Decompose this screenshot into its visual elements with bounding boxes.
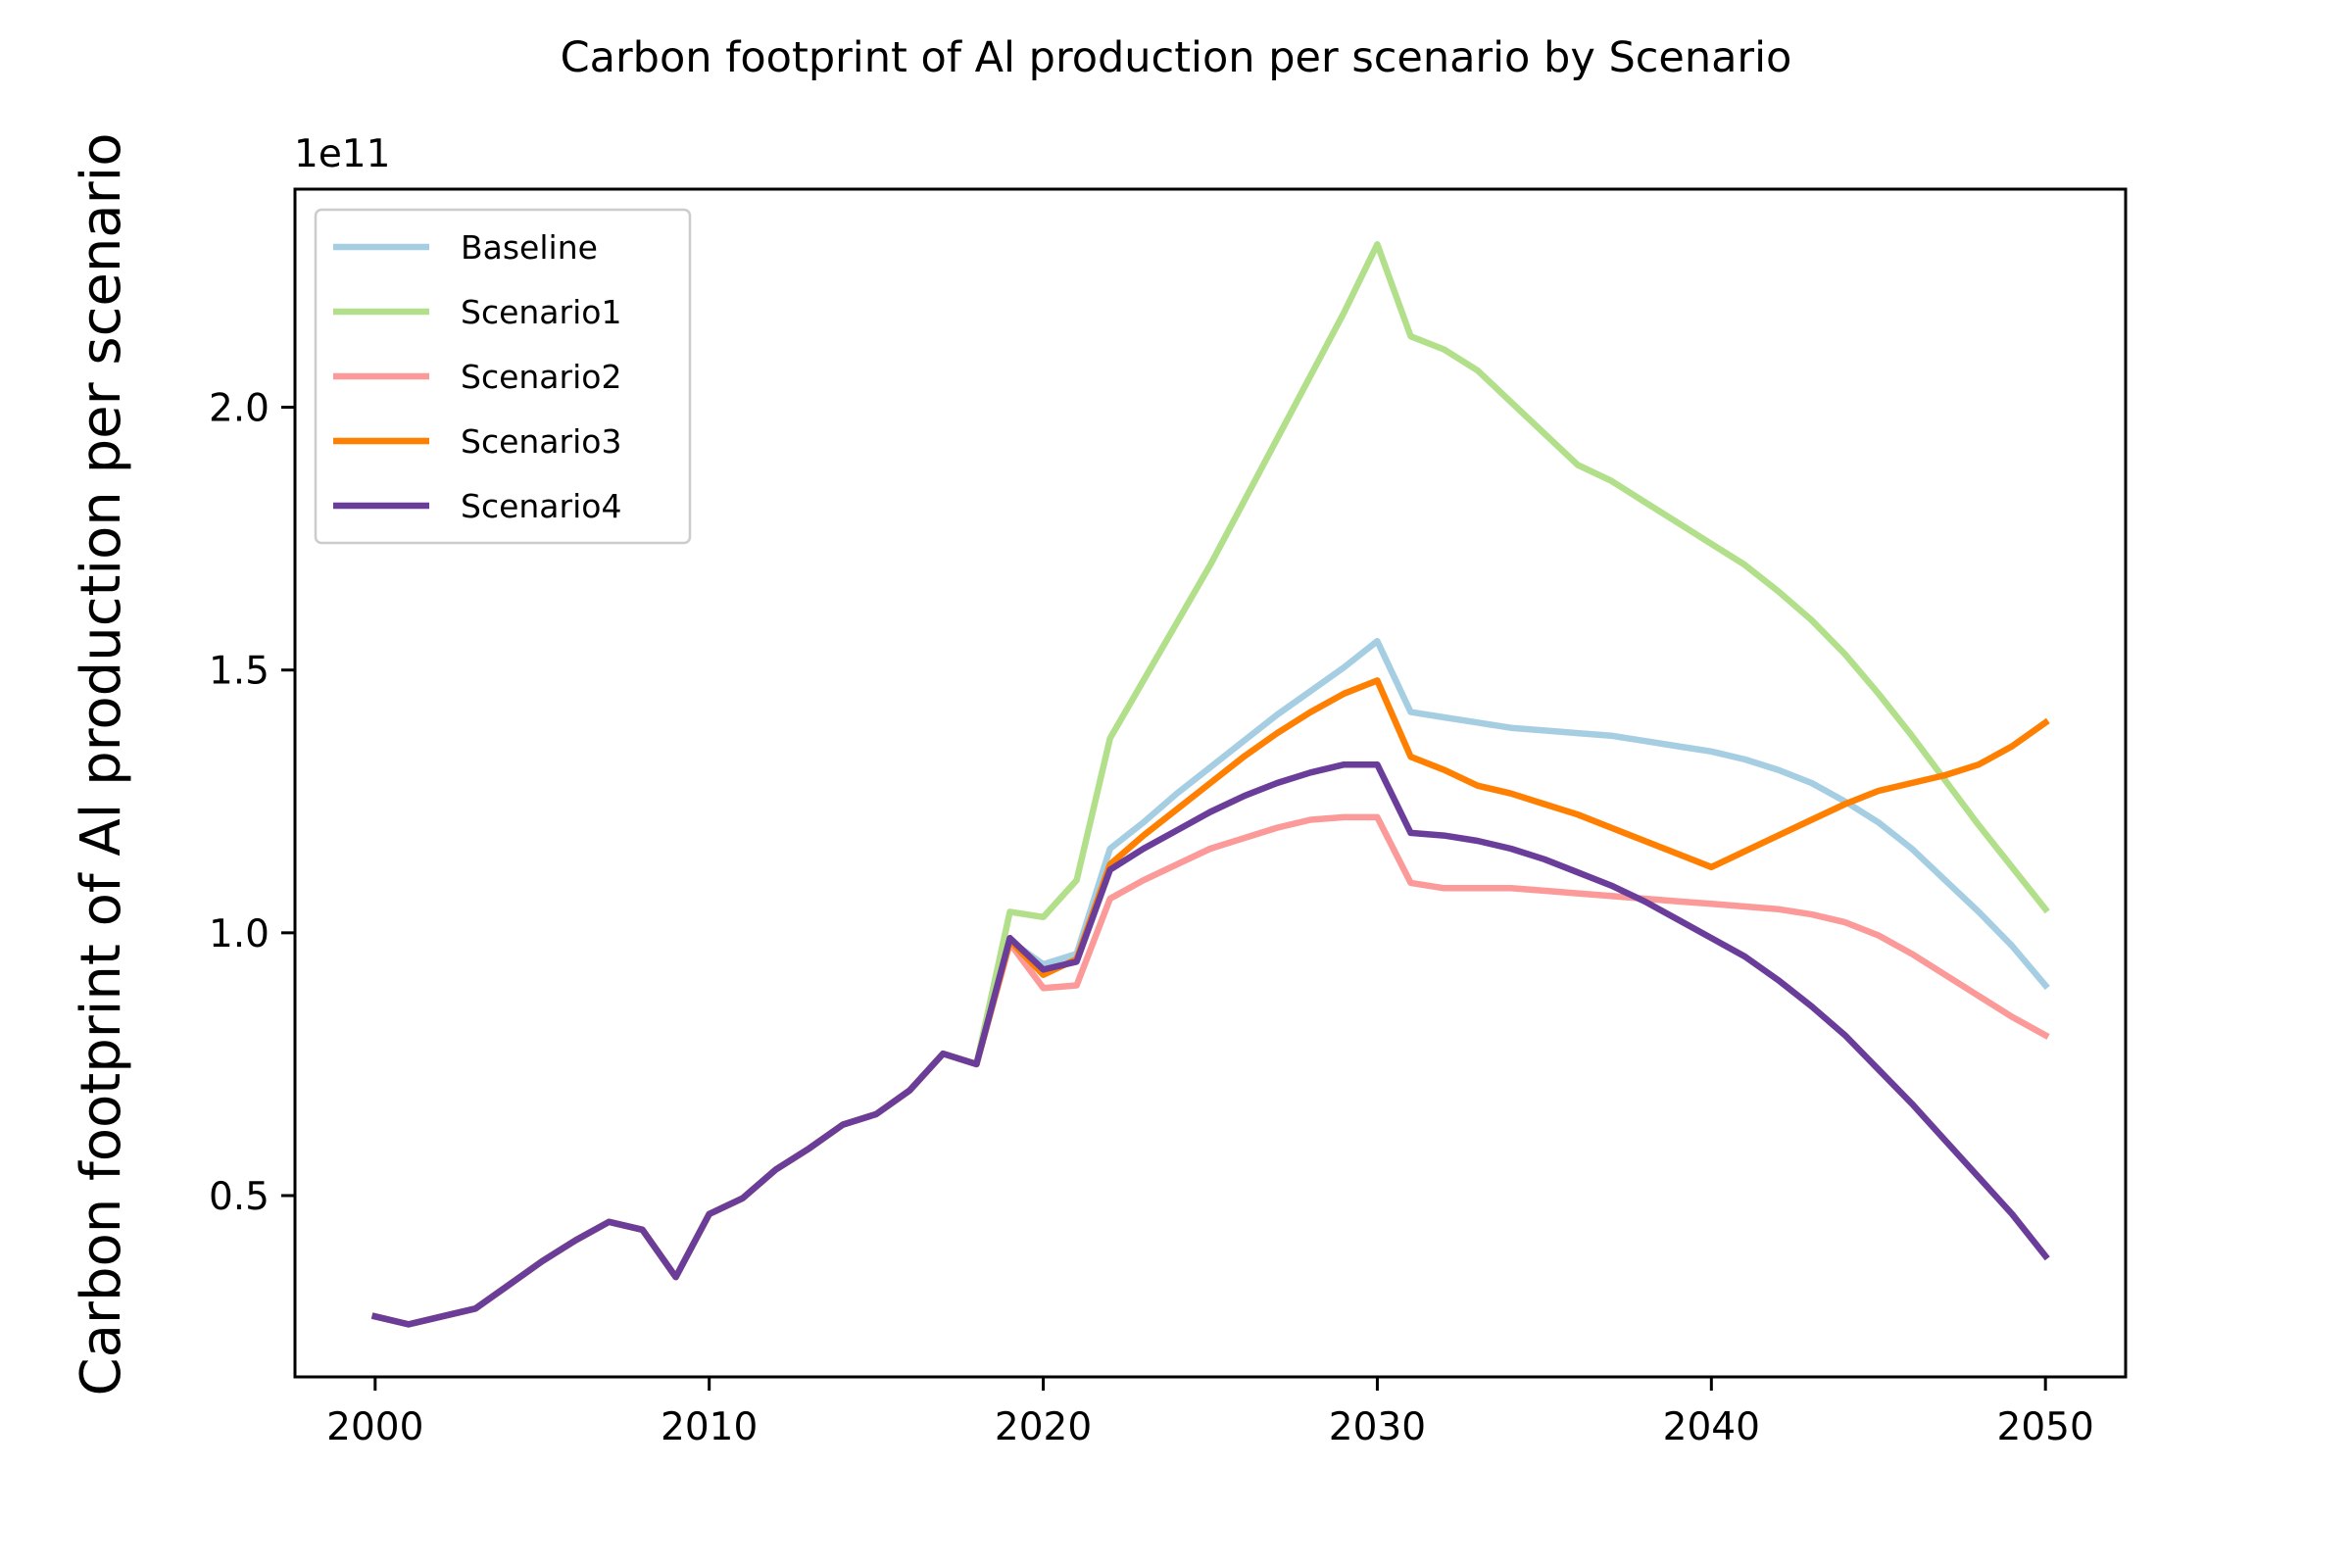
legend-label: Scenario1 xyxy=(461,293,621,331)
x-tick-label: 2000 xyxy=(326,1405,423,1449)
y-axis-offset-label: 1e11 xyxy=(294,132,390,176)
legend-entry: Scenario1 xyxy=(333,293,621,331)
y-tick-label: 1.5 xyxy=(209,650,270,694)
x-tick-label: 2050 xyxy=(1997,1405,2094,1449)
x-tick-label: 2030 xyxy=(1329,1405,1426,1449)
legend-label: Scenario3 xyxy=(461,422,621,461)
legend: Baseline Scenario1 Scenario2 Scenario3 Scena… xyxy=(314,208,692,545)
x-tick-label: 2020 xyxy=(995,1405,1092,1449)
x-tick-label: 2010 xyxy=(661,1405,758,1449)
legend-entry: Baseline xyxy=(333,228,598,267)
legend-entry: Scenario4 xyxy=(333,487,621,525)
series-layer xyxy=(370,241,2050,1328)
y-tick-label: 0.5 xyxy=(209,1175,270,1219)
legend-label: Baseline xyxy=(461,228,598,267)
series-line-scenario4 xyxy=(370,760,2050,1328)
y-axis-label: Carbon footprint of Al production per sc… xyxy=(70,133,133,1396)
plot-area-frame xyxy=(293,187,2128,1379)
y-tick-label: 1.0 xyxy=(209,912,270,956)
legend-entry: Scenario2 xyxy=(333,358,621,396)
x-axis-ticks: 2000 2010 2020 2030 2040 2050 xyxy=(326,1377,2094,1449)
legend-entry: Scenario3 xyxy=(333,422,621,461)
legend-label: Scenario2 xyxy=(461,358,621,396)
legend-box xyxy=(314,208,692,545)
legend-entries: Baseline Scenario1 Scenario2 Scenario3 Scena… xyxy=(333,228,621,525)
x-tick-label: 2040 xyxy=(1663,1405,1760,1449)
chart-title: Carbon footprint of Al production per sc… xyxy=(561,33,1792,82)
legend-label: Scenario4 xyxy=(461,487,621,525)
y-axis-ticks: 0.5 1.0 1.5 2.0 xyxy=(209,387,295,1219)
y-tick-label: 2.0 xyxy=(209,387,270,431)
